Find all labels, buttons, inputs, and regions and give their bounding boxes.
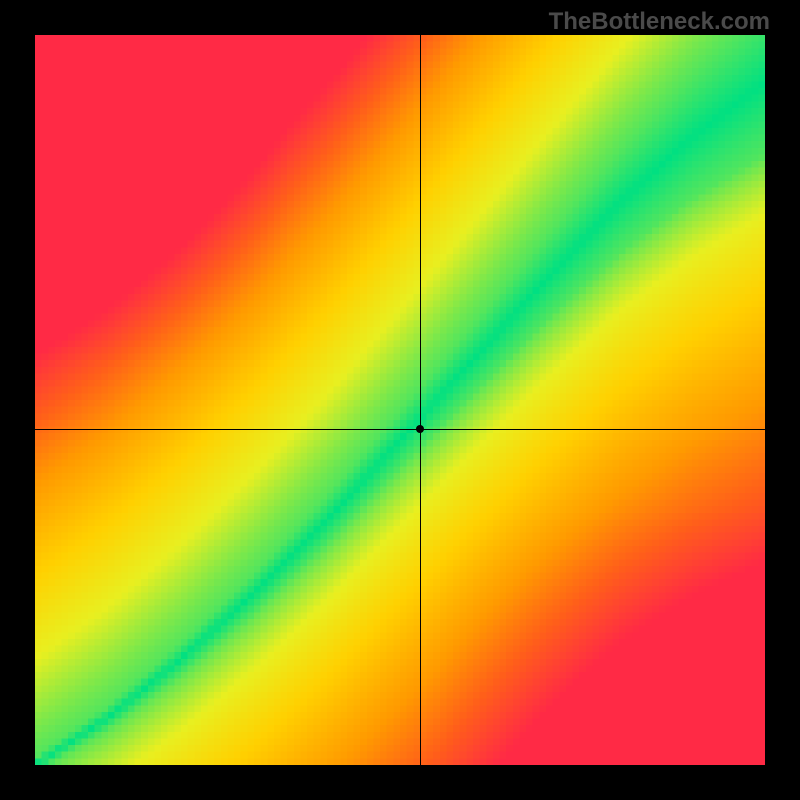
crosshair-horizontal xyxy=(35,429,765,430)
heatmap-plot xyxy=(35,35,765,765)
heatmap-canvas xyxy=(35,35,765,765)
chart-container: TheBottleneck.com xyxy=(0,0,800,800)
watermark-text: TheBottleneck.com xyxy=(549,8,770,36)
marker-dot xyxy=(416,425,424,433)
crosshair-vertical xyxy=(420,35,421,765)
